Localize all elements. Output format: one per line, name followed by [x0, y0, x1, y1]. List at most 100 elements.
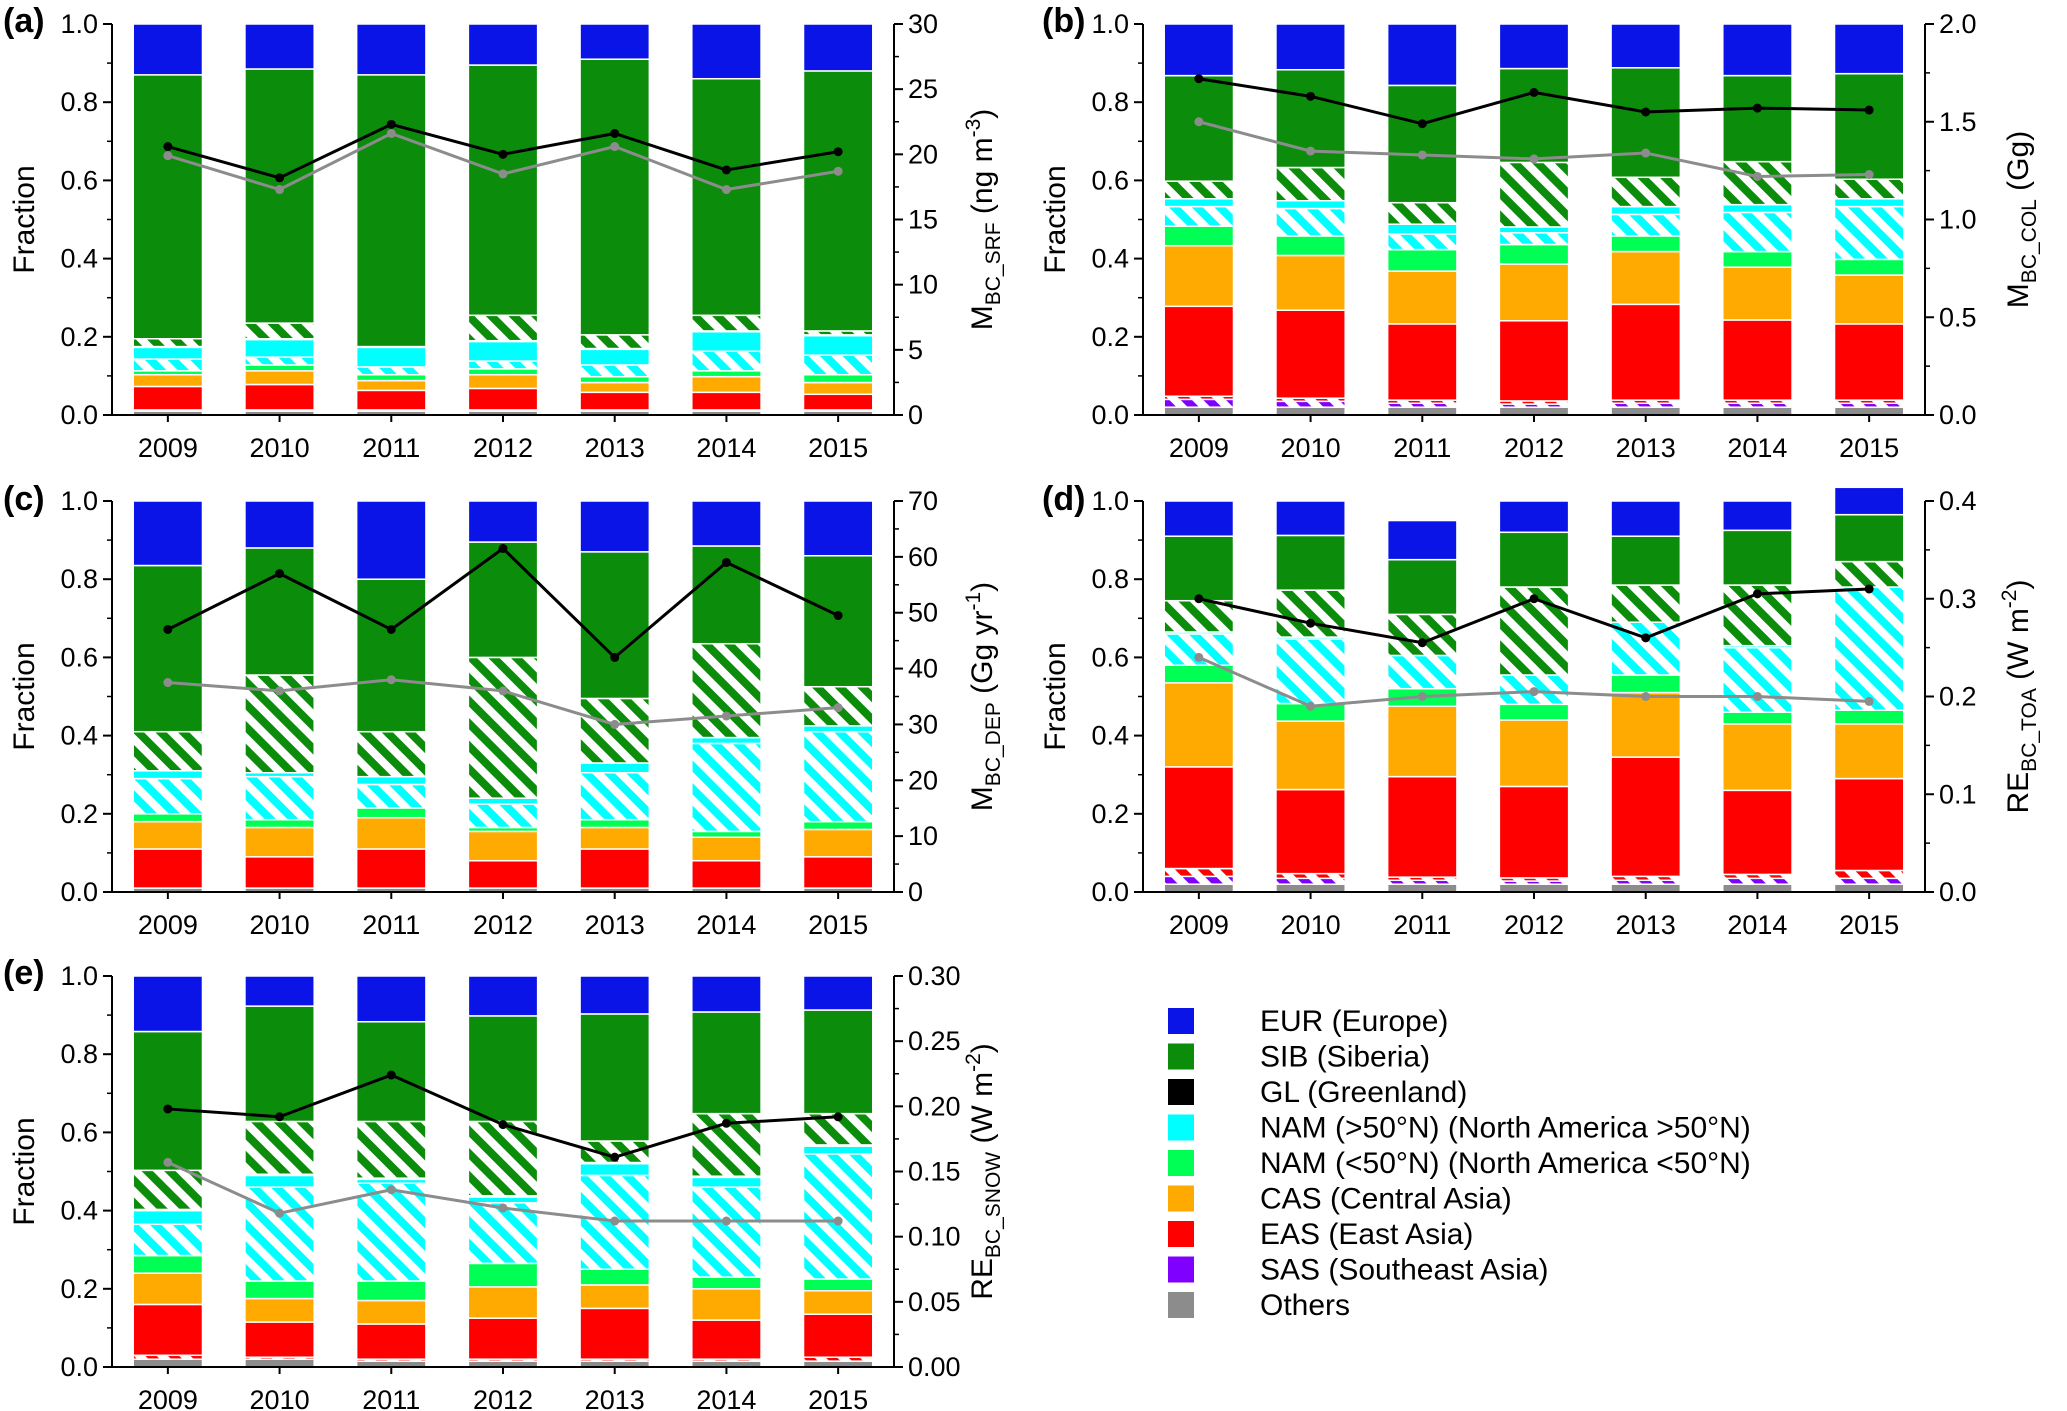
series-point-2 [163, 678, 173, 688]
series-point-2 [498, 169, 508, 179]
bar-segment-nam_n-hatched [579, 364, 651, 378]
bar-segment-nam_n-hatched [802, 354, 874, 376]
legend-item-nam_n: NAM (>50°N) (North America >50°N) [1168, 1112, 1751, 1145]
bar-segment-sib-hatched [467, 656, 539, 799]
series-point-1 [1752, 103, 1762, 113]
bar-segment-cas [691, 836, 762, 862]
bar-segment-nam_n-hatched [691, 742, 762, 833]
x-tick-label: 2012 [473, 1385, 533, 1411]
bar-segment-nam_n-hatched [355, 366, 427, 376]
bar-segment-eur [355, 23, 427, 76]
x-tick-label: 2009 [1169, 910, 1229, 940]
bar-segment-cas [132, 820, 204, 850]
bar-segment-nam_n-hatched [467, 803, 539, 829]
bar-segment-nam_n [1833, 198, 1905, 208]
bar-segment-nam_s [579, 818, 651, 829]
series-point-2 [386, 128, 396, 138]
bar-segment-eur [1275, 500, 1346, 537]
y2-tick-label: 0.4 [1939, 486, 1977, 516]
bar-segment-cas [1833, 274, 1905, 325]
bar-segment-nam_n-hatched [802, 730, 874, 823]
x-tick-label: 2009 [138, 1385, 198, 1411]
bar-segment-cas [802, 828, 874, 858]
series-point-1 [610, 128, 620, 138]
bar-segment-eas [1833, 777, 1905, 872]
series-point-2 [833, 1216, 843, 1226]
series-point-2 [1641, 148, 1651, 158]
series-point-2 [1194, 117, 1204, 127]
bar-segment-nam_n-hatched [1386, 233, 1458, 251]
y2-tick-label: 0.25 [908, 1026, 961, 1056]
y2-tick-label: 0.3 [1939, 584, 1977, 614]
bar-segment-sib-hatched [1386, 613, 1458, 657]
x-tick-label: 2011 [362, 433, 420, 463]
bar-segment-nam_n-hatched [802, 1153, 874, 1280]
bar-segment-nam_n [467, 340, 539, 362]
bar-segment-cas [1722, 723, 1793, 792]
bar-segment-sib-hatched [1163, 180, 1235, 200]
bar-segment-sib-hatched [579, 697, 651, 764]
bar-segment-nam_n-hatched [1163, 205, 1235, 227]
bar-segment-nam_n-hatched [244, 356, 315, 366]
bar-segment-sas-hatched [1833, 877, 1905, 885]
bar-segment-cas [467, 373, 539, 390]
panel-label: (c) [3, 480, 45, 518]
bar-segment-eur [691, 23, 762, 80]
series-point-2 [1417, 150, 1427, 160]
series-point-1 [1529, 594, 1539, 604]
legend-item-cas: CAS (Central Asia) [1168, 1183, 1512, 1216]
bar-segment-nam_s [132, 813, 204, 823]
bar-segment-nam_s [691, 370, 762, 378]
bar-segment-cas [802, 1290, 874, 1315]
bar-segment-nam_n [691, 330, 762, 353]
y2-tick-label: 0.05 [908, 1287, 961, 1317]
series-point-2 [1752, 171, 1762, 181]
bar-segment-cas [244, 1297, 315, 1323]
bar-segment-nam_n [244, 1174, 315, 1188]
bar-segment-others [1163, 883, 1235, 893]
series-point-1 [1194, 594, 1204, 604]
y2-tick-label: 50 [908, 598, 938, 628]
bar-segment-cas [1498, 263, 1570, 322]
y2-tick-label: 25 [908, 74, 938, 104]
bar-segment-eas [579, 848, 651, 889]
bar-segment-sib [1498, 67, 1570, 164]
bar-segment-sib-hatched [244, 1120, 315, 1175]
bar-segment-sas-hatched [1275, 877, 1346, 885]
bar-segment-nam_s [244, 1280, 315, 1300]
bar-segment-eur [579, 500, 651, 553]
bar-segment-others [1386, 406, 1458, 416]
series-point-2 [610, 1216, 620, 1226]
bar-segment-sib-hatched [1498, 161, 1570, 228]
x-tick-label: 2011 [362, 910, 420, 940]
panel-label: (a) [3, 2, 45, 40]
bar-segment-nam_n [1163, 198, 1235, 208]
x-tick-label: 2013 [585, 1385, 645, 1411]
y2-tick-label: 0.5 [1939, 302, 1977, 332]
y-tick-label: 1.0 [60, 9, 98, 39]
bar-segment-eas [132, 1303, 204, 1357]
legend-item-nam_s: NAM (<50°N) (North America <50°N) [1168, 1147, 1751, 1180]
bar-segment-eur [132, 500, 204, 567]
y-tick-label: 0.0 [60, 1352, 98, 1382]
panel-e: (e) 0.0 0.2 0.4 0.6 0.8 1.0 0.00 0.05 0.10 0.15 0.2… [3, 954, 1005, 1411]
series-point-1 [386, 1070, 396, 1080]
bar-segment-sib [579, 551, 651, 700]
bar-segment-others [1275, 883, 1346, 893]
legend-label: Others [1260, 1289, 1350, 1322]
bar-segment-sib-hatched [244, 322, 315, 340]
y2-tick-label: 10 [908, 270, 938, 300]
bar-segment-cas [244, 370, 315, 386]
y-tick-label: 0.0 [1091, 877, 1129, 907]
series-point-2 [721, 1216, 731, 1226]
bar-segment-cas [1386, 270, 1458, 325]
bar-segment-eas [467, 1317, 539, 1360]
panel-d: (d) 0.0 0.2 0.4 0.6 0.8 1.0 0.0 0.1 0.2 0.3 0.4 2009… [1039, 480, 2041, 940]
panel-label: (b) [1042, 2, 1085, 40]
bar-segment-cas [1275, 254, 1346, 311]
bar-segment-eas [691, 391, 762, 411]
bar-segment-nam_n-hatched [691, 350, 762, 372]
series-point-1 [1752, 589, 1762, 599]
bar-segment-nam_n-hatched [1722, 211, 1793, 253]
